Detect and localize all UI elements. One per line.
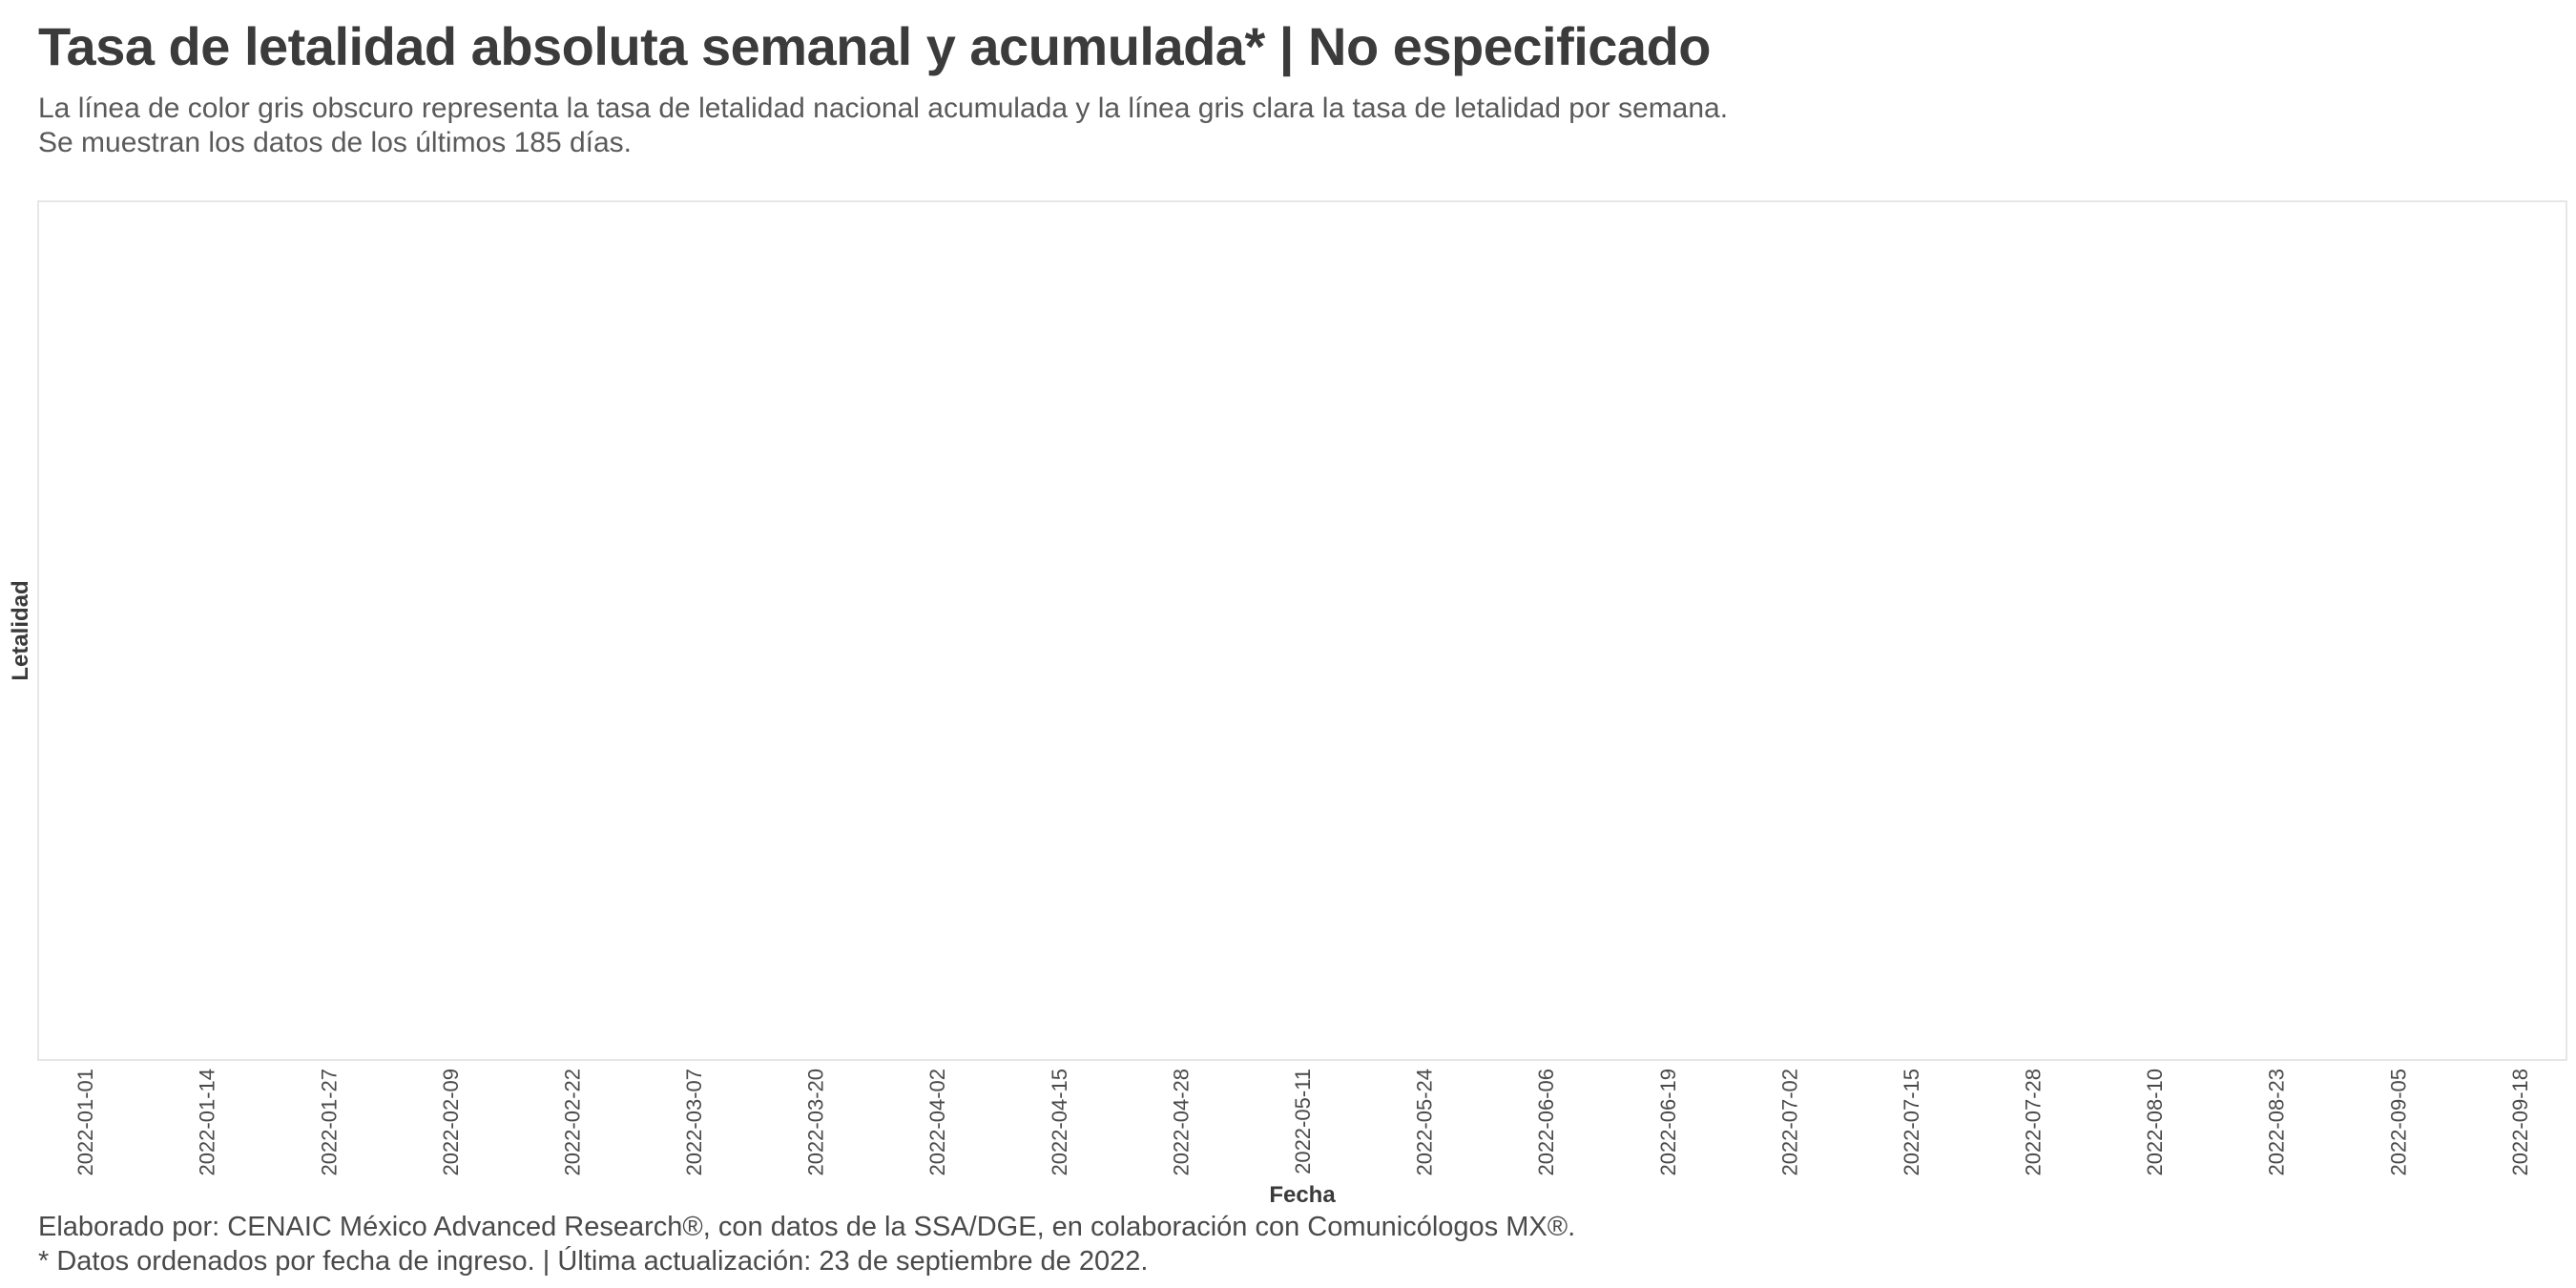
plot-panel xyxy=(37,200,2567,1061)
x-tick-label: 2022-06-19 xyxy=(1656,1069,1680,1176)
x-tick-label: 2022-08-10 xyxy=(2143,1069,2167,1176)
x-tick-label: 2022-07-02 xyxy=(1777,1069,1801,1176)
x-tick-label: 2022-07-15 xyxy=(1900,1069,1923,1176)
x-tick-label: 2022-05-24 xyxy=(1413,1069,1437,1176)
x-tick-label: 2022-01-14 xyxy=(196,1069,219,1176)
x-tick-label: 2022-03-07 xyxy=(682,1069,706,1176)
y-axis-label: Letalidad xyxy=(8,580,33,680)
x-tick-label: 2022-04-02 xyxy=(925,1069,949,1176)
x-tick-label: 2022-09-18 xyxy=(2508,1069,2532,1176)
caption-line-1: Elaborado por: CENAIC México Advanced Re… xyxy=(38,1212,1576,1242)
x-tick-label: 2022-02-09 xyxy=(439,1069,463,1176)
x-tick-label: 2022-03-20 xyxy=(804,1069,828,1176)
chart-subtitle: La línea de color gris obscuro represent… xyxy=(38,92,1728,160)
x-tick-label: 2022-09-05 xyxy=(2386,1069,2410,1176)
x-tick-label: 2022-02-22 xyxy=(560,1069,584,1176)
chart-caption: Elaborado por: CENAIC México Advanced Re… xyxy=(38,1210,1575,1278)
chart-title: Tasa de letalidad absoluta semanal y acu… xyxy=(38,16,1712,76)
x-tick-label: 2022-01-27 xyxy=(317,1069,341,1176)
x-tick-label: 2022-06-06 xyxy=(1534,1069,1558,1176)
subtitle-line-1: La línea de color gris obscuro represent… xyxy=(38,93,1729,124)
x-tick-label: 2022-04-28 xyxy=(1169,1069,1193,1176)
x-tick-label: 2022-04-15 xyxy=(1048,1069,1071,1176)
x-tick-label: 2022-05-11 xyxy=(1291,1069,1315,1174)
x-axis-label: Fecha xyxy=(1269,1182,1336,1208)
caption-line-2: * Datos ordenados por fecha de ingreso. … xyxy=(38,1246,1149,1277)
x-tick-label: 2022-01-01 xyxy=(73,1069,97,1176)
x-axis-ticks: 2022-01-01 2022-01-14 2022-01-27 2022-02-09… xyxy=(73,1069,2532,1176)
x-tick-label: 2022-07-28 xyxy=(2022,1069,2046,1176)
subtitle-line-2: Se muestran los datos de los últimos 185… xyxy=(38,127,633,158)
x-tick-label: 2022-08-23 xyxy=(2265,1069,2289,1176)
